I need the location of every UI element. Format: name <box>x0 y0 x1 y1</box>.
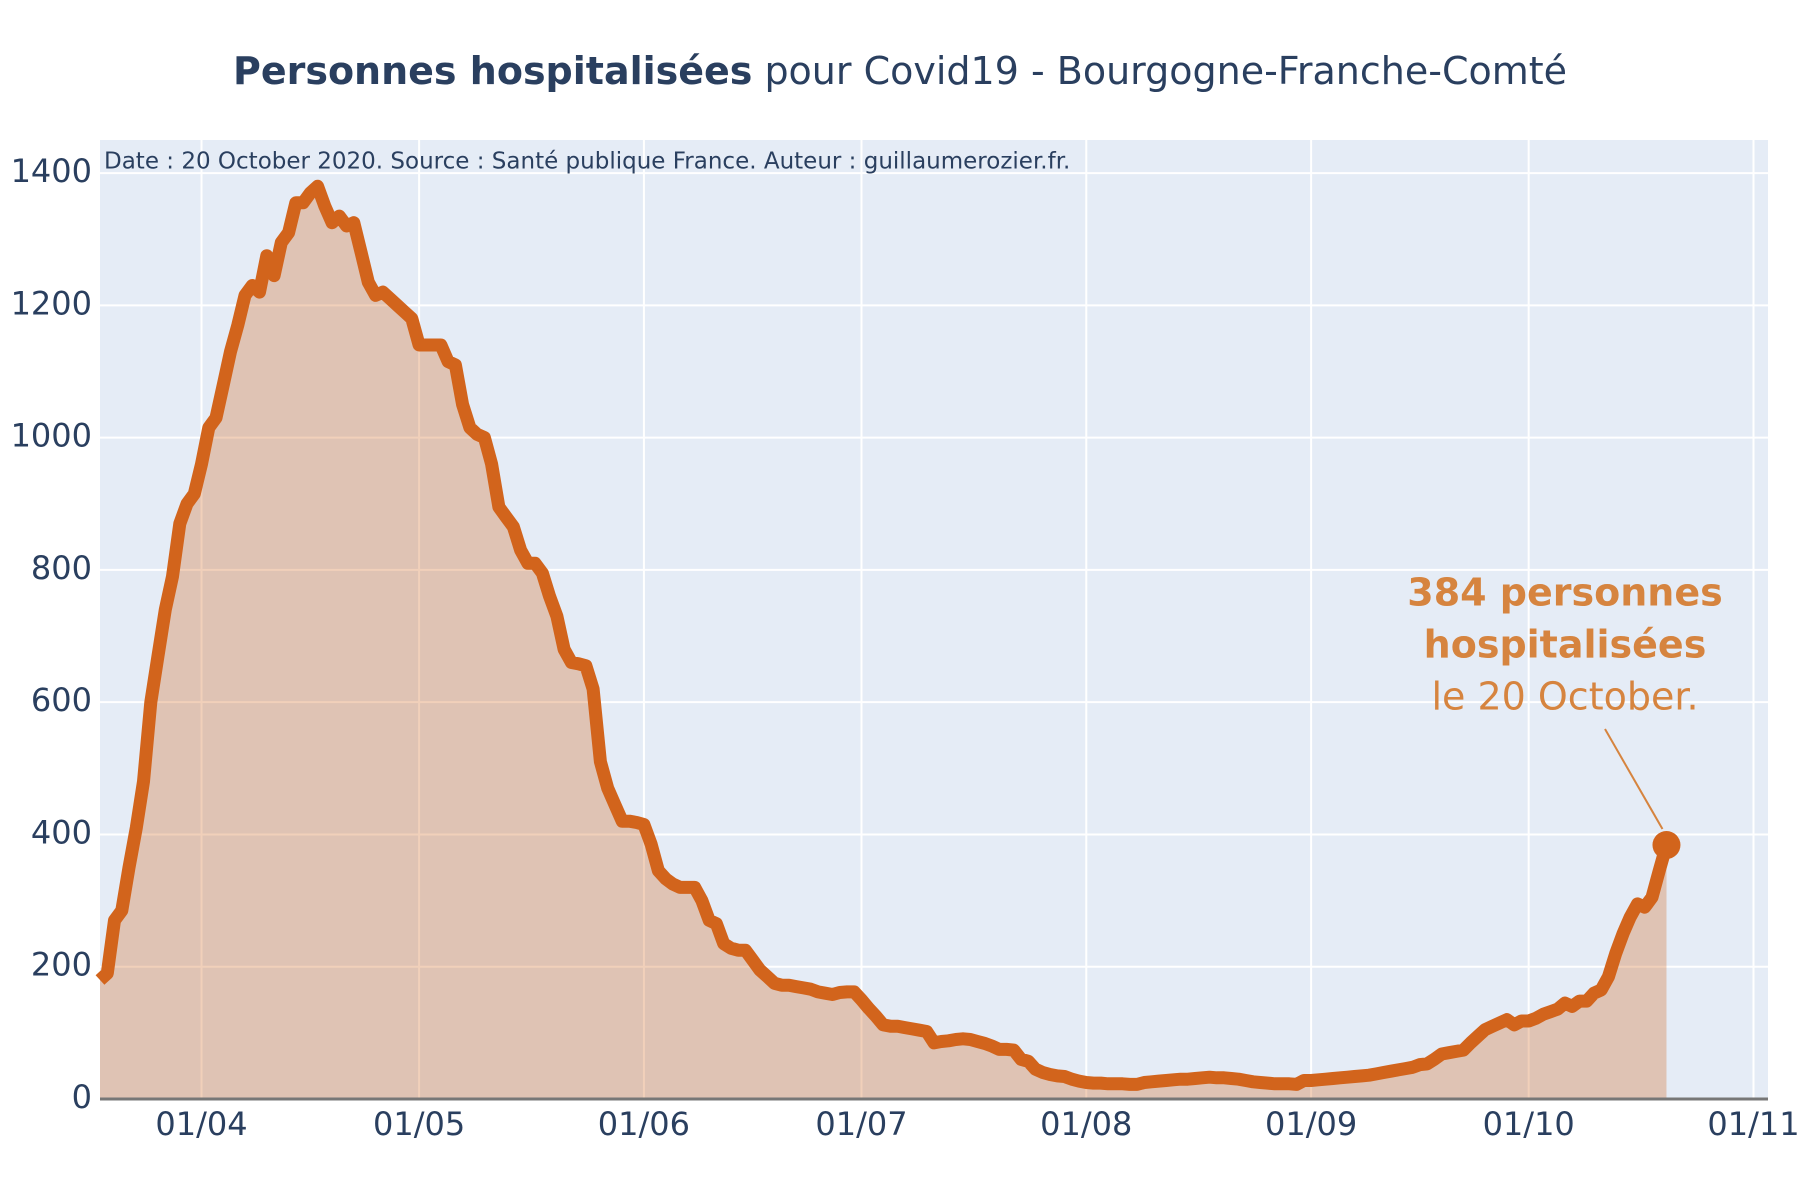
y-tick-label: 600 <box>31 681 92 719</box>
area <box>100 186 1667 1100</box>
x-tick-label: 01/06 <box>598 1105 690 1143</box>
y-tick-label: 1000 <box>11 417 92 455</box>
y-tick-label: 0 <box>72 1078 92 1116</box>
y-tick-label: 800 <box>31 549 92 587</box>
y-tick-label: 1400 <box>11 152 92 190</box>
x-tick-label: 01/11 <box>1707 1105 1799 1143</box>
y-tick-label: 200 <box>31 946 92 984</box>
y-tick-label: 1200 <box>11 284 92 322</box>
line <box>95 179 1673 1091</box>
chart-title: Personnes hospitalisées pour Covid19 - Bo… <box>233 49 1567 93</box>
source-note: Date : 20 October 2020. Source : Santé p… <box>104 149 1070 175</box>
annotation-arrow <box>1604 728 1664 830</box>
x-tick-label: 01/08 <box>1040 1105 1132 1143</box>
x-tick-label: 01/07 <box>815 1105 907 1143</box>
x-tick-label: 01/04 <box>155 1105 247 1143</box>
x-tick-label: 01/05 <box>373 1105 465 1143</box>
title-rest: pour Covid19 - Bourgogne-Franche-Comté <box>764 49 1567 93</box>
x-tick-label: 01/09 <box>1265 1105 1357 1143</box>
x-tick-label: 01/10 <box>1483 1105 1575 1143</box>
y-tick-label: 400 <box>31 813 92 851</box>
annotation-text: 384 personnes <box>1407 571 1723 615</box>
annotation-text: le 20 October. <box>1431 675 1698 719</box>
last-point <box>1652 831 1681 860</box>
title-bold: Personnes hospitalisées <box>233 49 752 93</box>
annotation-text: hospitalisées <box>1424 623 1707 667</box>
